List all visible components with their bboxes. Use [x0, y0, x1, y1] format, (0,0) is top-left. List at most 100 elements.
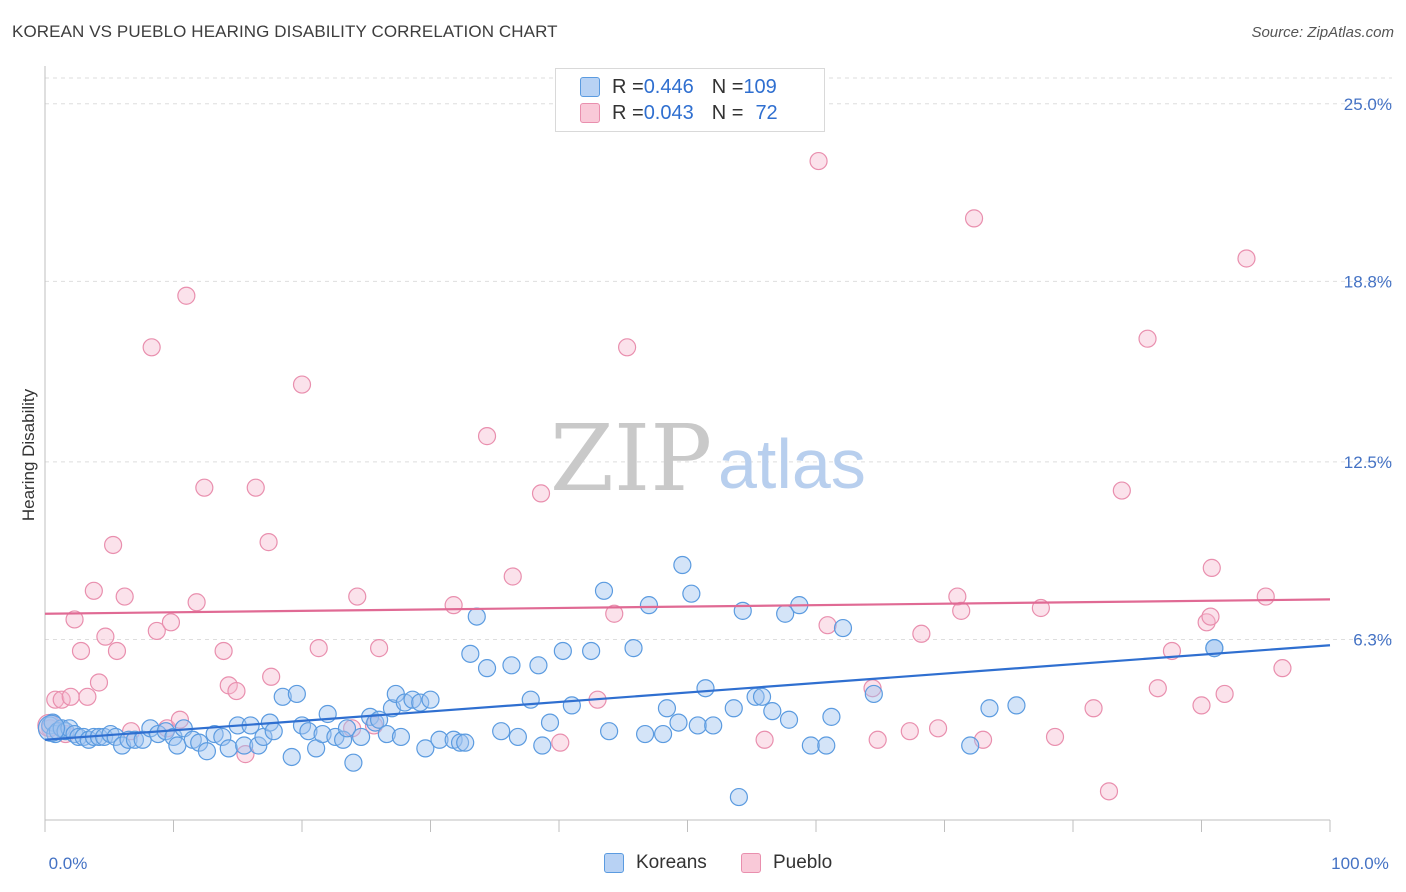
pueblo-point: [214, 641, 233, 661]
x-tick-label-max: 100.0%: [1331, 854, 1389, 873]
pueblo-point: [1215, 684, 1234, 704]
korean-point: [961, 736, 980, 755]
korean-point: [779, 710, 799, 729]
korean-point: [411, 693, 430, 712]
pueblo-point: [161, 613, 181, 632]
y-tick-label: 18.8%: [1344, 272, 1392, 291]
korean-point: [168, 736, 187, 755]
pueblo-point: [1162, 641, 1182, 661]
korean-point: [467, 607, 486, 626]
pueblo-point: [227, 681, 246, 701]
watermark-atlas: atlas: [718, 425, 866, 503]
pueblo-point: [952, 601, 971, 620]
y-tick-label: 6.3%: [1353, 631, 1392, 650]
korean-point: [653, 724, 673, 744]
korean-point: [817, 736, 836, 755]
pueblo-point: [187, 593, 206, 612]
korean-point: [822, 707, 841, 726]
pueblo-point: [246, 478, 265, 497]
korean-point: [235, 736, 254, 755]
trend-lines: [44, 598, 1331, 741]
korean-point: [197, 742, 217, 761]
korean-point: [669, 713, 688, 732]
korean-point: [264, 722, 283, 741]
series-legend: Koreans Pueblo: [0, 852, 1406, 876]
y-tick-label: 12.5%: [1344, 453, 1392, 472]
pueblo-point: [1045, 727, 1065, 747]
pueblo-point: [96, 627, 115, 646]
pueblo-point: [84, 581, 103, 600]
pueblo-legend-swatch: [741, 853, 761, 873]
korean-point: [352, 727, 371, 747]
korean-point: [752, 687, 772, 706]
pueblo-point: [1112, 481, 1131, 500]
pueblo-point: [89, 673, 109, 692]
korean-point: [763, 702, 782, 721]
korean-point: [635, 724, 655, 744]
korean-point: [391, 727, 411, 747]
pueblo-point: [1202, 558, 1221, 577]
korean-point: [1007, 696, 1026, 715]
korean-point: [282, 747, 301, 767]
korean-point: [582, 641, 601, 661]
y-axis-label: Hearing Disability: [19, 388, 38, 521]
pueblo-point: [551, 733, 570, 752]
axes: [44, 66, 1331, 832]
pueblo-point: [1237, 249, 1256, 268]
pueblo-point: [503, 567, 522, 586]
koreans-n-label: N =: [711, 75, 744, 98]
korean-point: [553, 641, 572, 661]
koreans-trend-line: [44, 644, 1331, 741]
pueblo-point: [262, 667, 281, 686]
pueblo-point: [1192, 696, 1211, 715]
pueblo-point: [177, 286, 196, 305]
korean-point: [450, 733, 470, 752]
koreans-n-value: 109: [743, 75, 777, 98]
pueblo-r-label: R =: [612, 101, 644, 124]
korean-point: [624, 639, 643, 658]
x-tick-label-min: 0.0%: [49, 854, 88, 873]
koreans-r-label: R =: [612, 75, 644, 98]
korean-point: [562, 696, 581, 715]
pueblo-point: [370, 639, 389, 658]
koreans-points: [37, 555, 1224, 807]
pueblo-point: [1256, 587, 1275, 606]
korean-point: [502, 656, 521, 675]
korean-point: [299, 722, 318, 741]
pueblo-point: [65, 610, 84, 629]
pueblo-point: [46, 690, 65, 709]
pueblo-point: [78, 687, 97, 706]
chart-title: KOREAN VS PUEBLO HEARING DISABILITY CORR…: [12, 22, 558, 41]
korean-point: [125, 730, 145, 749]
pueblo-point: [818, 616, 837, 635]
korean-point: [521, 690, 540, 709]
korean-point: [673, 555, 692, 575]
pueblo-point: [309, 639, 328, 658]
korean-point: [377, 724, 396, 744]
legend-item-koreans[interactable]: Koreans: [604, 852, 707, 874]
pueblo-point: [104, 535, 123, 555]
pueblo-point: [1084, 699, 1103, 718]
pueblo-point: [444, 596, 463, 615]
koreans-swatch: [580, 77, 600, 97]
grid-lines: [45, 77, 1392, 641]
pueblo-point: [1273, 659, 1292, 678]
pueblo-point: [928, 719, 948, 738]
pueblo-trend-line: [44, 598, 1331, 615]
pueblo-point: [142, 338, 161, 357]
pueblo-point: [107, 641, 127, 661]
koreans-r-value: 0.446: [643, 75, 694, 98]
pueblo-point: [115, 587, 134, 606]
watermark-zip: ZIP: [550, 405, 712, 512]
korean-point: [219, 739, 238, 758]
korean-point: [682, 584, 701, 603]
korean-point: [416, 739, 435, 758]
pueblo-point: [348, 587, 367, 606]
legend-item-pueblo[interactable]: Pueblo: [741, 852, 832, 874]
korean-point: [492, 722, 511, 741]
korean-point: [600, 722, 619, 741]
korean-point: [724, 699, 743, 718]
legend-row-koreans: R = 0.446 N = 109: [580, 75, 777, 99]
korean-point: [337, 719, 357, 738]
stats-legend: R = 0.446 N = 109 R = 0.043 N = 72: [555, 68, 825, 132]
